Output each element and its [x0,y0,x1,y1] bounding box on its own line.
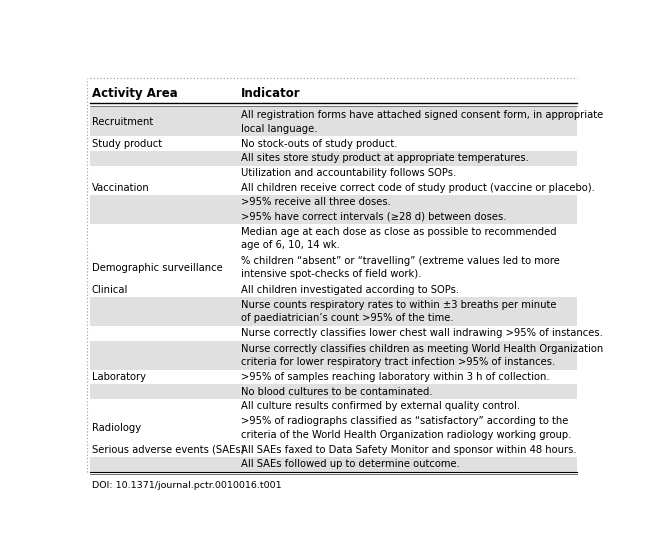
Text: Recruitment: Recruitment [92,117,153,127]
Text: Utilization and accountability follows SOPs.: Utilization and accountability follows S… [241,168,456,178]
Text: All sites store study product at appropriate temperatures.: All sites store study product at appropr… [241,153,529,163]
Text: No blood cultures to be contaminated.: No blood cultures to be contaminated. [241,387,433,397]
Text: Nurse counts respiratory rates to within ±3 breaths per minute
of paediatrician’: Nurse counts respiratory rates to within… [241,300,556,323]
Bar [90,297,578,326]
Text: >95% have correct intervals (≥28 d) between doses.: >95% have correct intervals (≥28 d) betw… [241,211,506,222]
Text: >95% receive all three doses.: >95% receive all three doses. [241,197,391,207]
Text: DOI: 10.1371/journal.pctr.0010016.t001: DOI: 10.1371/journal.pctr.0010016.t001 [92,482,282,490]
Text: Laboratory: Laboratory [92,372,146,382]
Text: Serious adverse events (SAEs): Serious adverse events (SAEs) [92,445,244,455]
Bar [90,457,578,472]
Text: No stock-outs of study product.: No stock-outs of study product. [241,139,397,149]
Text: All SAEs faxed to Data Safety Monitor and sponsor within 48 hours.: All SAEs faxed to Data Safety Monitor an… [241,445,577,455]
Text: Clinical: Clinical [92,285,128,295]
Bar [90,209,578,224]
Text: All children investigated according to SOPs.: All children investigated according to S… [241,285,459,295]
Text: All children receive correct code of study product (vaccine or placebo).: All children receive correct code of stu… [241,182,595,193]
Text: Nurse correctly classifies lower chest wall indrawing >95% of instances.: Nurse correctly classifies lower chest w… [241,328,603,338]
Bar [90,151,578,166]
Text: Indicator: Indicator [241,87,300,100]
Text: All culture results confirmed by external quality control.: All culture results confirmed by externa… [241,401,520,411]
Text: Demographic surveillance: Demographic surveillance [92,263,222,273]
Text: Radiology: Radiology [92,423,141,433]
Bar [90,195,578,209]
Text: % children “absent” or “travelling” (extreme values led to more
intensive spot-c: % children “absent” or “travelling” (ext… [241,256,560,279]
Text: >95% of radiographs classified as “satisfactory” according to the
criteria of th: >95% of radiographs classified as “satis… [241,416,571,440]
Text: Nurse correctly classifies children as meeting World Health Organization
criteri: Nurse correctly classifies children as m… [241,344,603,367]
Text: Vaccination: Vaccination [92,182,149,193]
Bar [90,107,578,137]
Text: All registration forms have attached signed consent form, in appropriate
local l: All registration forms have attached sig… [241,110,603,133]
Text: Activity Area: Activity Area [92,87,178,100]
Bar [90,340,578,370]
Text: >95% of samples reaching laboratory within 3 h of collection.: >95% of samples reaching laboratory with… [241,372,550,382]
Bar [90,384,578,399]
Text: All SAEs followed up to determine outcome.: All SAEs followed up to determine outcom… [241,459,460,469]
Text: Median age at each dose as close as possible to recommended
age of 6, 10, 14 wk.: Median age at each dose as close as poss… [241,227,557,250]
Text: Study product: Study product [92,139,162,149]
